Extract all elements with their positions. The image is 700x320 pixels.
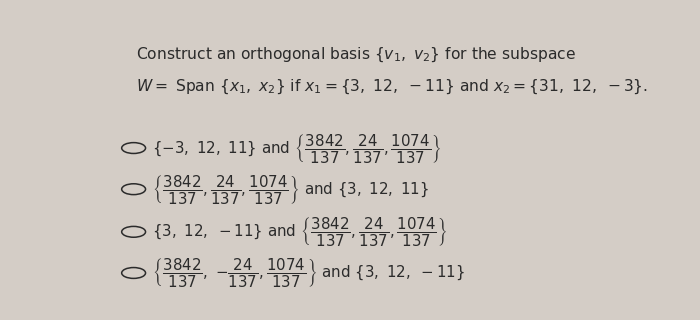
Text: $\left\{\dfrac{3842}{137},\dfrac{24}{137},\dfrac{1074}{137}\right\}$ and $\{3,\ : $\left\{\dfrac{3842}{137},\dfrac{24}{137…	[151, 173, 428, 206]
Text: $\left\{\dfrac{3842}{137},\ {-}\dfrac{24}{137},\dfrac{1074}{137}\right\}$ and $\: $\left\{\dfrac{3842}{137},\ {-}\dfrac{24…	[151, 256, 464, 290]
Text: $W=$ Span $\{x_1,\ x_2\}$ if $x_1=\{3,\ 12,\ -11\}$ and $x_2=\{31,\ 12,\ -3\}$.: $W=$ Span $\{x_1,\ x_2\}$ if $x_1=\{3,\ …	[136, 78, 648, 96]
Text: Construct an orthogonal basis $\{v_1,\ v_2\}$ for the subspace: Construct an orthogonal basis $\{v_1,\ v…	[136, 46, 576, 64]
Text: $\{3,\ 12,\ -11\}$ and $\left\{\dfrac{3842}{137},\dfrac{24}{137},\dfrac{1074}{13: $\{3,\ 12,\ -11\}$ and $\left\{\dfrac{38…	[151, 215, 447, 248]
Text: $\{-3,\ 12,\ 11\}$ and $\left\{\dfrac{3842}{137},\dfrac{24}{137},\dfrac{1074}{13: $\{-3,\ 12,\ 11\}$ and $\left\{\dfrac{38…	[151, 132, 441, 164]
